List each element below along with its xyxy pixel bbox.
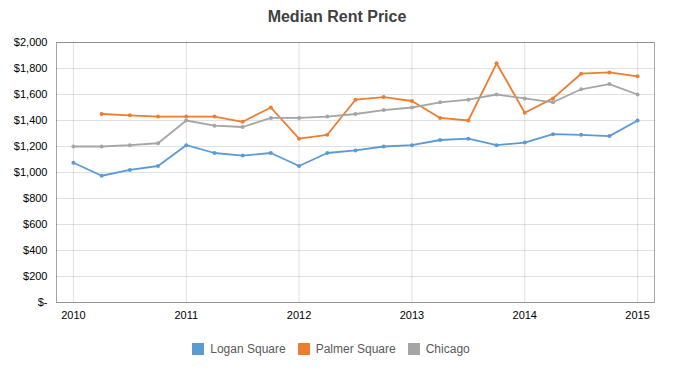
svg-text:$200: $200 xyxy=(23,270,47,282)
svg-text:2010: 2010 xyxy=(61,309,85,321)
html-text:Logan Square: Logan Square xyxy=(210,341,286,356)
svg-text:$1,200: $1,200 xyxy=(14,140,48,152)
svg-text:$2,000: $2,000 xyxy=(14,36,48,48)
svg-text:2014: 2014 xyxy=(513,309,537,321)
svg-text:$1,600: $1,600 xyxy=(14,88,48,100)
html-text:Palmer Square: Palmer Square xyxy=(315,341,396,356)
svg-text:$-: $- xyxy=(38,296,48,308)
svg-text:$400: $400 xyxy=(23,244,47,256)
svg-text:2015: 2015 xyxy=(625,309,649,321)
svg-text:$1,400: $1,400 xyxy=(14,114,48,126)
svg-text:$600: $600 xyxy=(23,218,47,230)
svg-text:$800: $800 xyxy=(23,192,47,204)
svg-text:2013: 2013 xyxy=(400,309,424,321)
svg-text:$1,000: $1,000 xyxy=(14,166,48,178)
svg-text:2011: 2011 xyxy=(174,309,198,321)
html-text:Chicago: Chicago xyxy=(425,341,470,356)
html-text:Median Rent Price: Median Rent Price xyxy=(267,8,407,25)
svg-text:2012: 2012 xyxy=(287,309,311,321)
svg-text:$1,800: $1,800 xyxy=(14,62,48,74)
